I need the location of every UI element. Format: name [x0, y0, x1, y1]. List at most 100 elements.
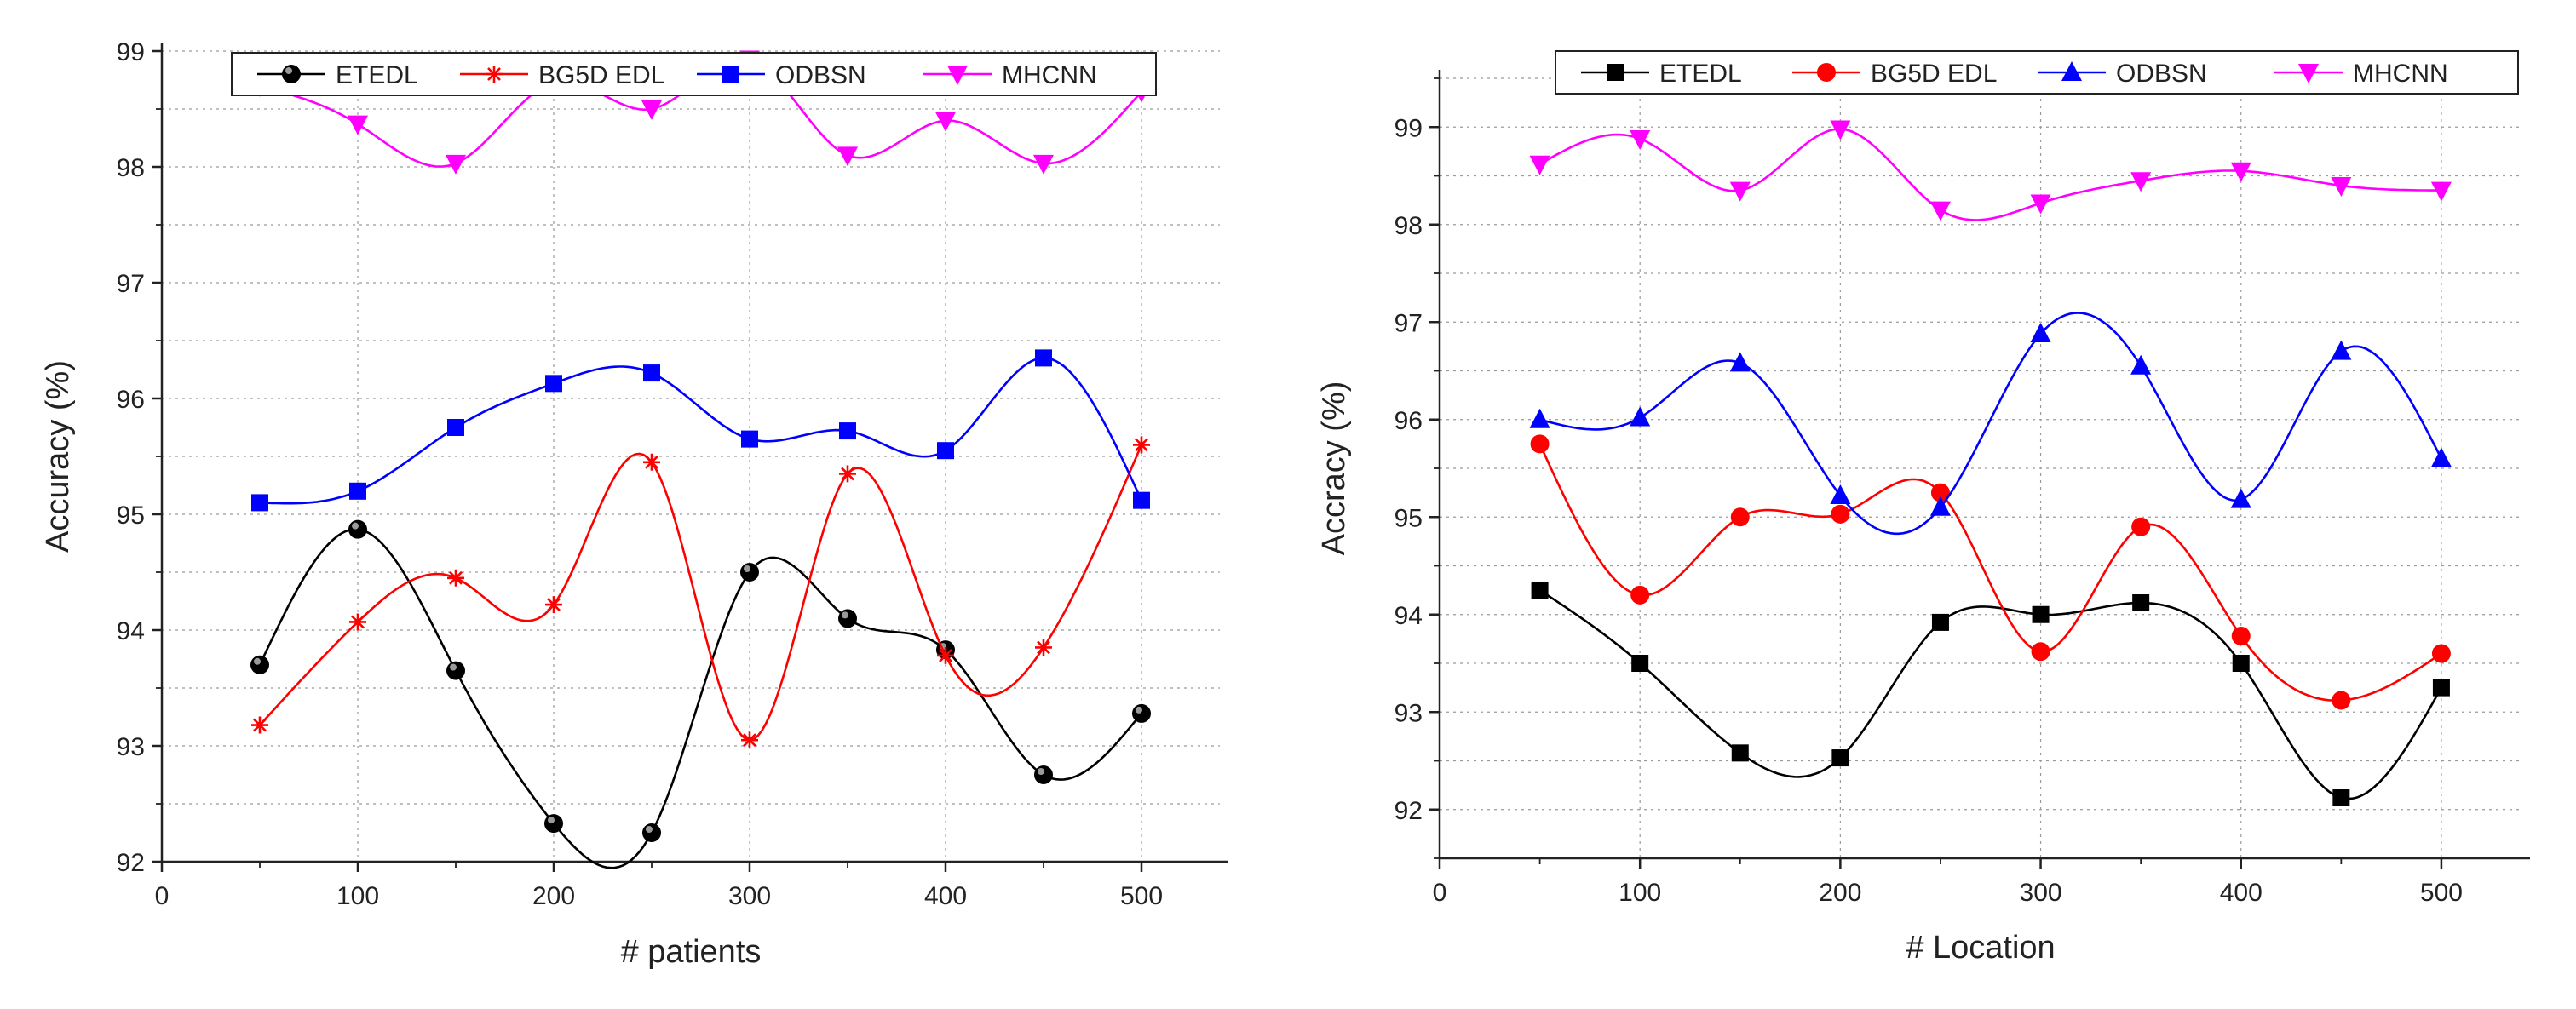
data-point	[2430, 181, 2452, 202]
data-point	[642, 823, 661, 842]
data-point	[544, 814, 563, 834]
legend-marker	[282, 65, 301, 83]
data-point-highlight	[744, 565, 750, 572]
data-point	[251, 716, 268, 734]
data-point-highlight	[842, 611, 848, 619]
grid	[162, 50, 1220, 862]
x-tick-label: 300	[2020, 879, 2062, 907]
legend-label: ODBSN	[775, 61, 866, 89]
y-tick-label: 98	[1394, 212, 1423, 240]
series-line	[1538, 443, 2442, 702]
data-point	[1831, 504, 1850, 524]
data-point	[1630, 129, 1651, 150]
data-point	[1730, 507, 1750, 527]
series-mhcnn	[1529, 120, 2452, 221]
data-point	[741, 430, 758, 448]
data-point	[838, 609, 857, 628]
series-bg5d-edl	[1530, 434, 2451, 710]
data-point	[1035, 639, 1052, 656]
x-tick-label: 0	[155, 882, 170, 910]
x-tick-label: 0	[1433, 879, 1447, 907]
data-point	[937, 442, 954, 460]
data-point	[937, 646, 954, 664]
x-axis-label: # Location	[1906, 930, 2055, 966]
data-point	[1830, 120, 1851, 140]
data-point	[2430, 447, 2452, 467]
data-point	[1830, 484, 1851, 505]
axes	[160, 43, 1228, 863]
data-point	[2230, 488, 2251, 508]
legend-label: BG5D EDL	[1871, 60, 1997, 88]
y-tick-label: 99	[1394, 114, 1423, 142]
x-tick-label: 500	[1120, 882, 1163, 910]
data-point	[1530, 434, 1550, 454]
data-point	[2030, 322, 2051, 342]
data-point	[2130, 354, 2152, 375]
data-point	[2032, 605, 2050, 623]
data-point-highlight	[254, 657, 261, 665]
data-point	[2230, 162, 2251, 182]
legend: ETEDL BG5D EDL ODBSN MHCNN	[1555, 50, 2519, 95]
y-tick-label: 94	[1394, 602, 1423, 630]
chart-location: 0 100 200 300 400 500 92 93 94 95 96 97 98 99 # Locati…	[1316, 50, 2530, 966]
data-point	[1729, 352, 1751, 372]
data-point	[1133, 491, 1150, 509]
y-tick-label: 96	[117, 386, 145, 414]
data-point-highlight	[646, 826, 653, 833]
data-point	[348, 519, 367, 539]
series-odbsn	[1529, 312, 2452, 536]
data-point	[545, 375, 562, 393]
y-tick-label: 95	[117, 502, 145, 530]
data-point-highlight	[450, 663, 457, 671]
data-point	[1731, 744, 1749, 762]
x-axis-label: # patients	[621, 934, 762, 970]
data-point	[837, 146, 858, 167]
data-point	[2431, 644, 2451, 663]
series-odbsn	[251, 349, 1150, 512]
series-line	[1539, 312, 2443, 536]
data-point	[1931, 613, 1949, 631]
data-point	[1930, 483, 1950, 502]
series-line	[1538, 128, 2441, 221]
y-tick-label: 92	[117, 849, 145, 877]
data-point	[250, 655, 269, 674]
data-point	[2332, 691, 2351, 710]
series-line	[259, 357, 1143, 505]
data-point	[1531, 582, 1549, 599]
legend-item: BG5D EDL	[1792, 60, 1997, 88]
y-tick-label: 93	[1394, 699, 1423, 727]
legend-item: ODBSN	[697, 61, 866, 89]
y-tick-label: 99	[117, 38, 145, 66]
data-point	[348, 115, 368, 135]
data-point-highlight	[548, 817, 555, 824]
data-point	[2131, 517, 2151, 536]
data-point	[447, 569, 464, 587]
legend-item: MHCNN	[2274, 60, 2448, 88]
legend-marker	[947, 66, 968, 85]
data-point	[643, 453, 660, 471]
chart-patients: 0 100 200 300 400 500 92 93 94 95 96 97 98 99 # patien…	[40, 38, 1228, 970]
data-point	[2130, 172, 2152, 192]
data-point	[2031, 642, 2050, 662]
legend-label: MHCNN	[2353, 60, 2448, 88]
data-point	[2231, 626, 2251, 645]
y-tick-label: 97	[117, 270, 145, 298]
series-bg5d-edl	[251, 436, 1150, 749]
legend-item: ETEDL	[1581, 60, 1742, 88]
data-point	[1729, 181, 1751, 202]
data-point-highlight	[1136, 706, 1142, 714]
data-point	[2030, 194, 2051, 215]
data-point	[447, 419, 464, 436]
series-etedl	[250, 519, 1151, 869]
legend-item: ODBSN	[2038, 60, 2207, 88]
x-tick-label: 300	[728, 882, 771, 910]
series-line	[1538, 589, 2443, 800]
legend-box	[1555, 50, 2519, 95]
data-point	[349, 482, 366, 500]
data-point	[2132, 594, 2150, 612]
y-tick-label: 95	[1394, 504, 1423, 532]
legend-marker	[2298, 64, 2319, 83]
legend-label: ODBSN	[2116, 60, 2207, 88]
data-point	[446, 154, 466, 175]
